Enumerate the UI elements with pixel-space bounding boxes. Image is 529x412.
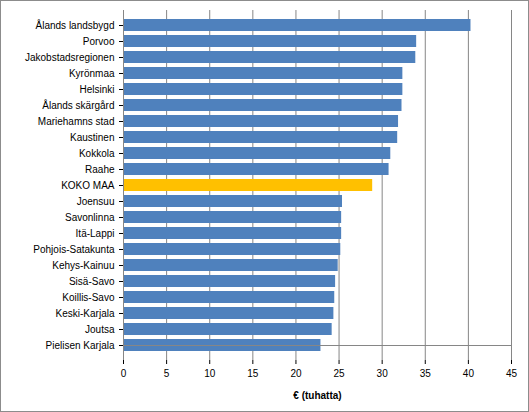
svg-text:Savonlinna: Savonlinna — [65, 212, 115, 223]
svg-text:Ålands skärgård: Ålands skärgård — [42, 99, 114, 111]
svg-text:30: 30 — [377, 368, 389, 379]
svg-text:Kyrönmaa: Kyrönmaa — [69, 68, 115, 79]
svg-text:45: 45 — [506, 368, 518, 379]
svg-text:Kehys-Kainuu: Kehys-Kainuu — [52, 260, 114, 271]
svg-text:Raahe: Raahe — [85, 164, 115, 175]
svg-text:Keski-Karjala: Keski-Karjala — [56, 308, 115, 319]
svg-text:35: 35 — [420, 368, 432, 379]
svg-text:0: 0 — [121, 368, 127, 379]
svg-text:Pohjois-Satakunta: Pohjois-Satakunta — [33, 244, 115, 255]
svg-text:Kaustinen: Kaustinen — [70, 132, 114, 143]
svg-text:25: 25 — [333, 368, 345, 379]
svg-text:Joensuu: Joensuu — [77, 196, 115, 207]
svg-text:Helsinki: Helsinki — [79, 84, 114, 95]
svg-text:15: 15 — [247, 368, 259, 379]
svg-text:5: 5 — [164, 368, 170, 379]
svg-text:Porvoo: Porvoo — [83, 36, 115, 47]
svg-text:10: 10 — [204, 368, 216, 379]
svg-text:Itä-Lappi: Itä-Lappi — [76, 228, 115, 239]
svg-text:Mariehamns stad: Mariehamns stad — [38, 116, 115, 127]
svg-text:Koillis-Savo: Koillis-Savo — [62, 292, 115, 303]
svg-text:40: 40 — [463, 368, 475, 379]
svg-text:€ (tuhatta): € (tuhatta) — [293, 390, 341, 401]
svg-text:20: 20 — [290, 368, 302, 379]
svg-text:Kokkola: Kokkola — [79, 148, 115, 159]
svg-text:Sisä-Savo: Sisä-Savo — [69, 276, 115, 287]
svg-text:Ålands landsbygd: Ålands landsbygd — [36, 19, 115, 31]
svg-text:Pielisen Karjala: Pielisen Karjala — [46, 340, 115, 351]
svg-text:KOKO MAA: KOKO MAA — [61, 180, 115, 191]
svg-text:Jakobstadsregionen: Jakobstadsregionen — [25, 52, 115, 63]
svg-text:Joutsa: Joutsa — [85, 324, 115, 335]
